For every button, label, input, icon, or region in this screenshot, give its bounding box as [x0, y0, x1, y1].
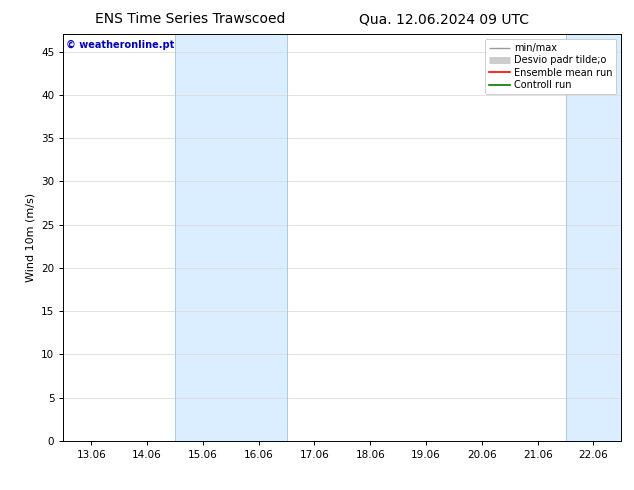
Legend: min/max, Desvio padr tilde;o, Ensemble mean run, Controll run: min/max, Desvio padr tilde;o, Ensemble m… — [485, 39, 616, 94]
Text: Qua. 12.06.2024 09 UTC: Qua. 12.06.2024 09 UTC — [359, 12, 529, 26]
Bar — [566, 34, 621, 441]
Y-axis label: Wind 10m (m/s): Wind 10m (m/s) — [25, 193, 36, 282]
Text: ENS Time Series Trawscoed: ENS Time Series Trawscoed — [95, 12, 285, 26]
Bar — [175, 34, 287, 441]
Text: © weatheronline.pt: © weatheronline.pt — [66, 40, 174, 50]
